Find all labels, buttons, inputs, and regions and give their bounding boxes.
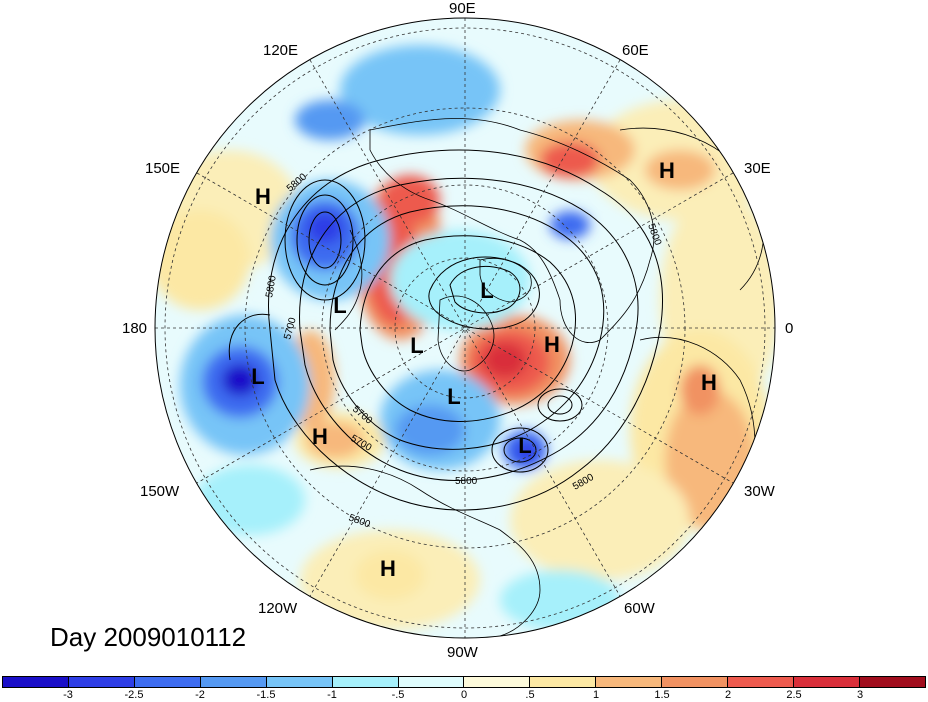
lon-label-60w: 60W [624,600,655,617]
colorbar-segment [266,677,333,687]
colorbar-segment [596,677,663,687]
colorbar-tick-label: -.5 [391,689,405,701]
colorbar-tick-label: 1.5 [654,689,670,701]
colorbar-segment [794,677,860,687]
high-pressure-marker: H [380,556,396,581]
colorbar-segment [332,677,399,687]
colorbar-tick-label: -2 [195,689,205,701]
lon-label-150e: 150E [145,160,181,177]
map-boundary [154,17,776,639]
colorbar-tick-label: -2.5 [124,689,144,701]
height-contours [228,149,663,511]
lon-label-0: 0 [785,320,794,337]
low-pressure-marker: L [518,433,532,458]
colorbar-segment [728,677,795,687]
high-pressure-marker: H [544,332,560,357]
colorbar-tick-label: 3 [856,689,864,701]
high-pressure-marker: H [659,158,675,183]
lon-label-150w: 150W [140,483,180,500]
colorbar-tick-label: -3 [63,689,73,701]
low-pressure-marker: L [447,384,461,409]
low-pressure-marker: L [480,278,494,303]
svg-text:5800: 5800 [455,476,478,487]
svg-text:5800: 5800 [264,274,279,298]
low-pressure-marker: L [333,293,347,318]
colorbar-segment [398,677,465,687]
low-pressure-marker: L [251,364,265,389]
colorbar-segment [662,677,729,687]
colorbar-tick-label: -1.5 [256,689,276,701]
lon-label-120e: 120E [263,42,299,59]
colorbar [2,676,926,688]
colorbar-tick-label: 1 [592,689,600,701]
lon-label-120w: 120W [258,600,298,617]
colorbar-segment [464,677,531,687]
low-pressure-marker: L [410,333,424,358]
colorbar-tick-label: .5 [525,689,535,701]
lon-label-90w: 90W [447,644,478,661]
lon-label-30w: 30W [744,483,775,500]
high-pressure-marker: H [701,370,717,395]
colorbar-tick-label: 2.5 [786,689,802,701]
high-pressure-marker: H [312,424,328,449]
lon-label-30e: 30E [744,160,771,177]
colorbar-tick-label: -1 [327,689,337,701]
graticule [155,18,775,638]
high-pressure-marker: H [255,184,271,209]
colorbar-segment [134,677,201,687]
colorbar-segment [530,677,597,687]
colorbar-segment [859,677,925,687]
colorbar-tick-label: 2 [724,689,732,701]
colorbar-segment [68,677,135,687]
date-time-label: Day 2009010112 [50,622,247,652]
colorbar-segment [3,677,69,687]
lon-label-90e: 90E [449,0,476,17]
colorbar-tick-label: 0 [460,689,468,701]
lon-label-180: 180 [122,320,148,337]
colorbar-segment [200,677,267,687]
lon-label-60e: 60E [622,42,649,59]
